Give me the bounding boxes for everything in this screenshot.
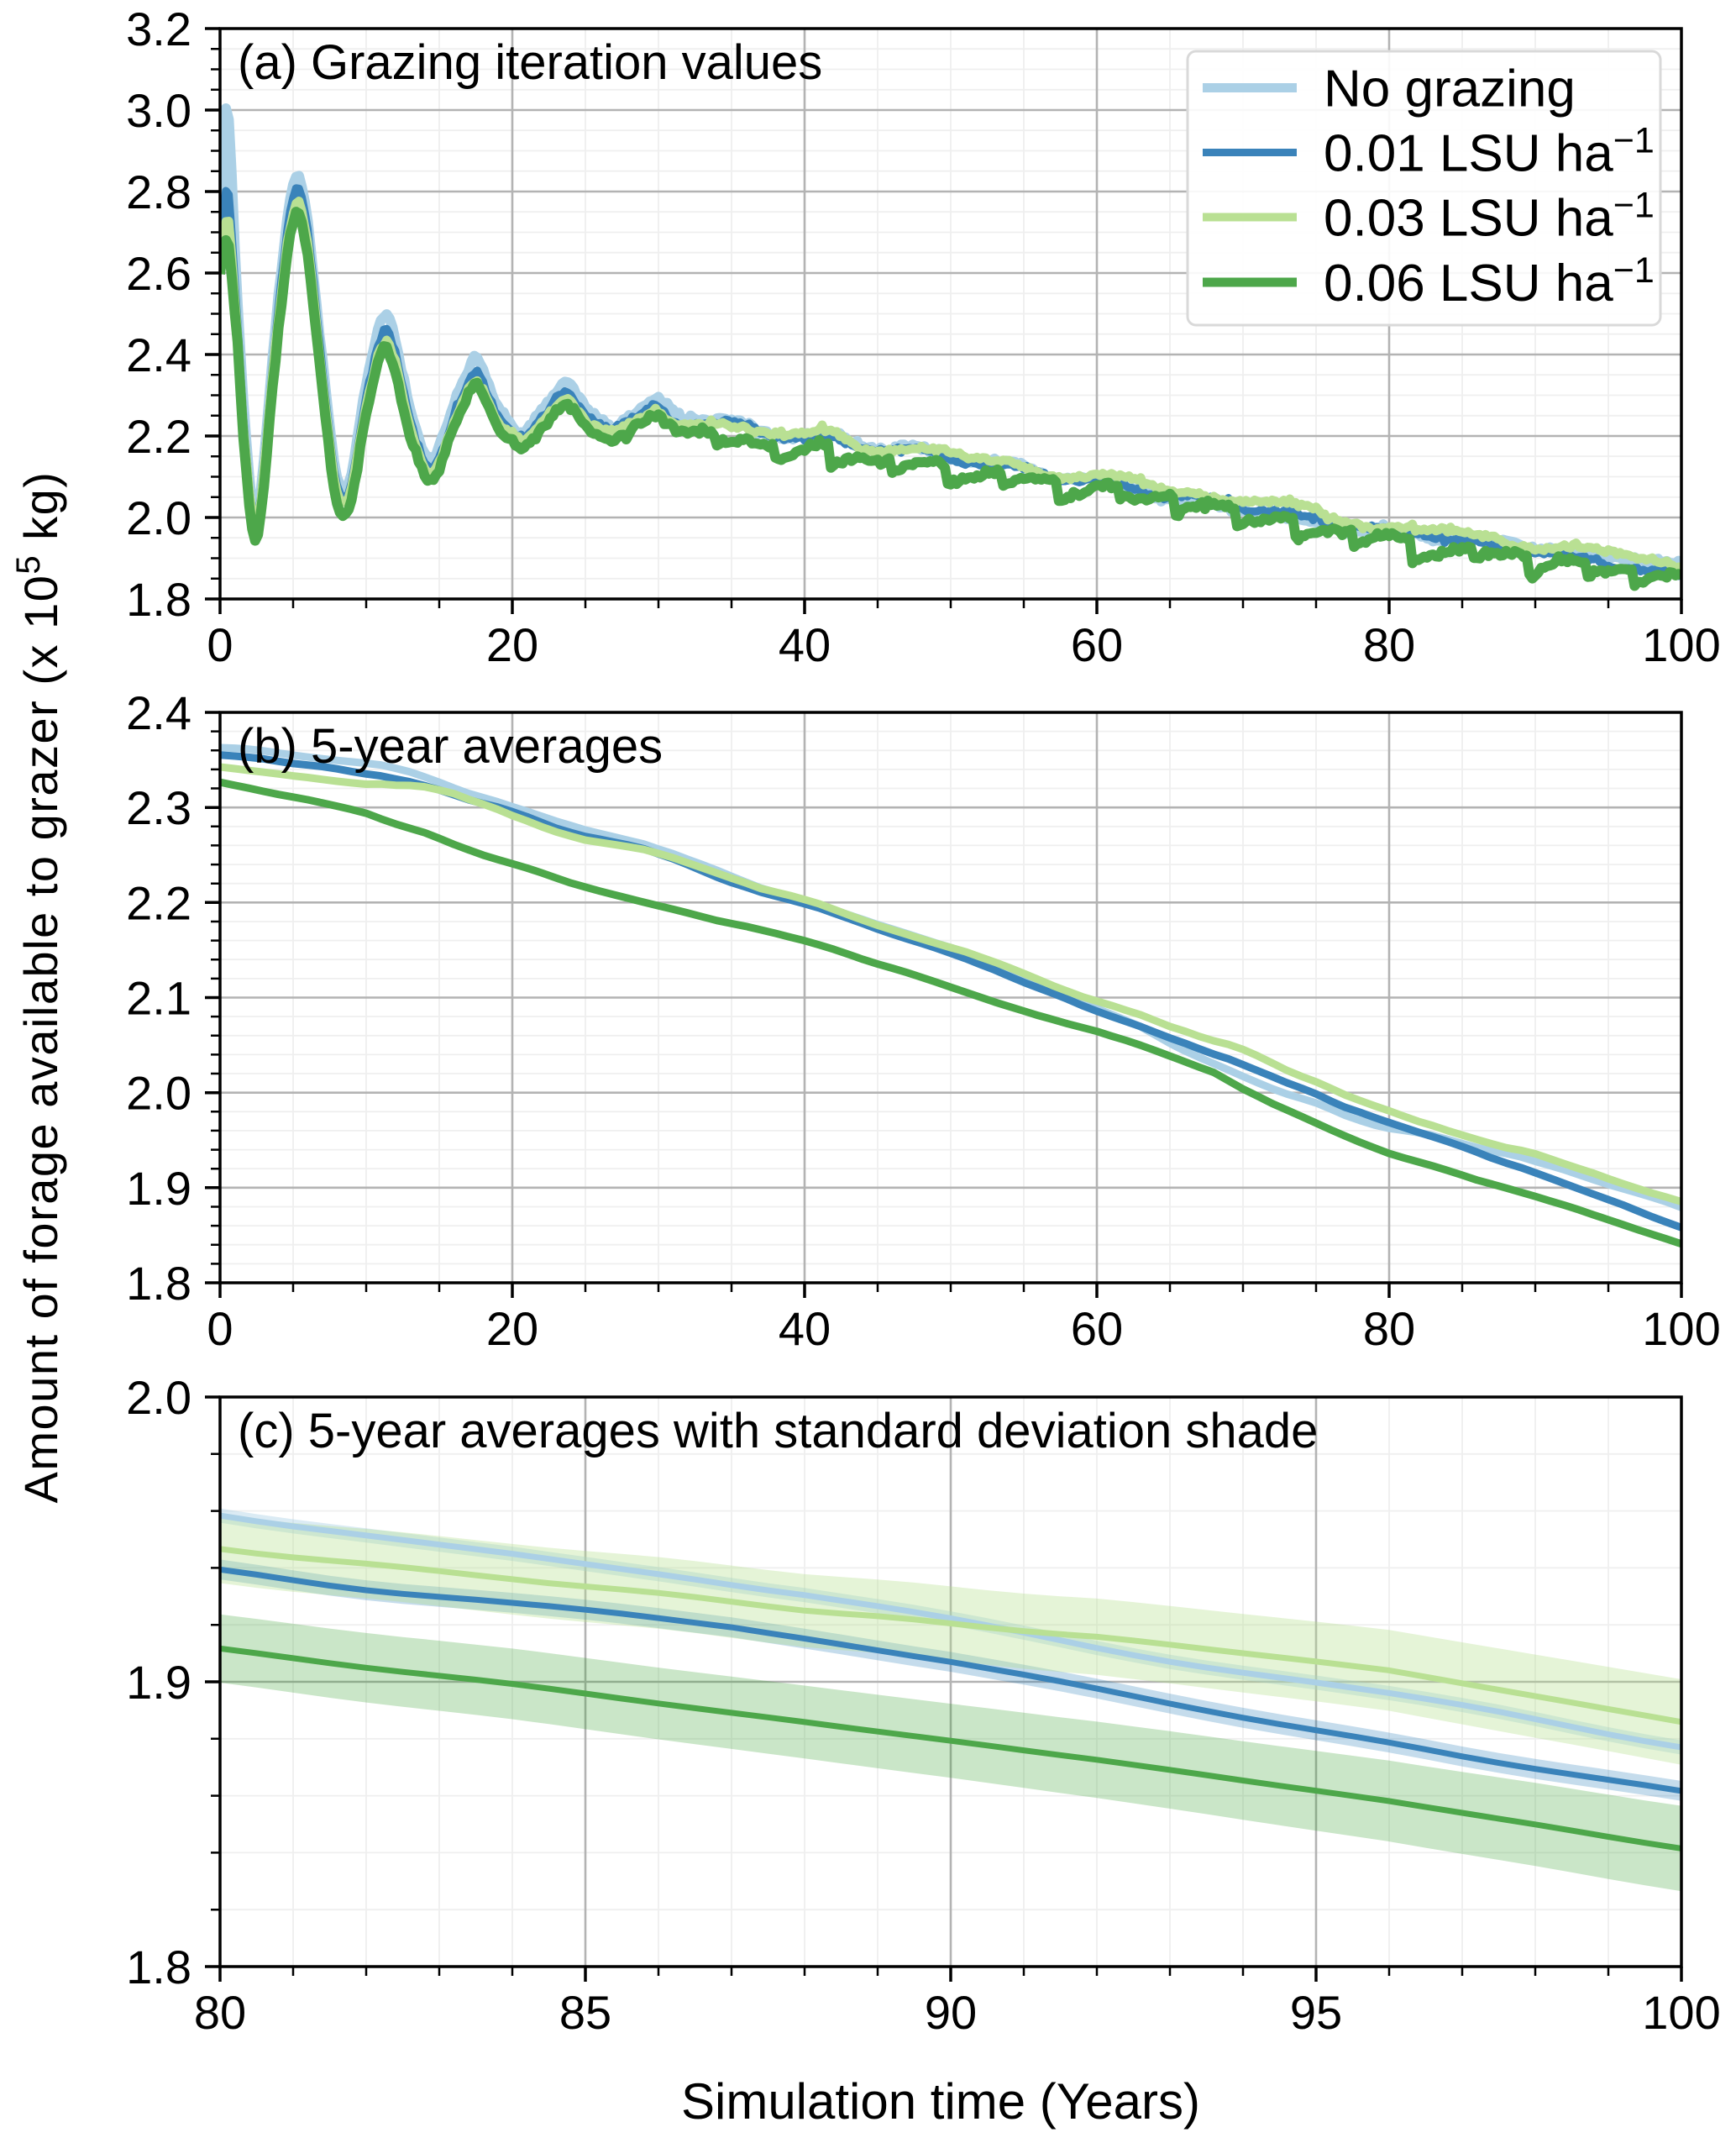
svg-text:2.4: 2.4 [126,328,191,381]
svg-text:60: 60 [1071,1302,1123,1355]
svg-text:0: 0 [207,1302,233,1355]
svg-text:90: 90 [925,1986,977,2039]
svg-text:2.0: 2.0 [126,1371,191,1424]
svg-text:100: 100 [1642,1302,1720,1355]
svg-text:0: 0 [207,618,233,671]
svg-text:85: 85 [559,1986,611,2039]
svg-text:Simulation time (Years): Simulation time (Years) [681,2073,1200,2130]
svg-text:2.4: 2.4 [126,686,191,739]
svg-text:2.0: 2.0 [126,1067,191,1120]
svg-text:Amount of forage available to: Amount of forage available to grazer (x … [10,471,67,1504]
svg-text:1.8: 1.8 [126,1941,191,1993]
svg-text:1.8: 1.8 [126,573,191,626]
svg-text:2.2: 2.2 [126,410,191,463]
svg-text:(a) Grazing iteration values: (a) Grazing iteration values [238,35,822,90]
svg-text:2.1: 2.1 [126,972,191,1025]
svg-text:100: 100 [1642,618,1720,671]
svg-text:1.9: 1.9 [126,1656,191,1709]
svg-text:2.2: 2.2 [126,876,191,929]
svg-text:(c) 5-year averages with stand: (c) 5-year averages with standard deviat… [238,1404,1318,1458]
svg-text:40: 40 [779,1302,831,1355]
svg-text:2.6: 2.6 [126,247,191,300]
svg-text:3.0: 3.0 [126,84,191,137]
svg-text:0.01 LSU ha−1: 0.01 LSU ha−1 [1324,121,1655,183]
svg-text:No grazing: No grazing [1324,60,1576,118]
svg-text:80: 80 [1363,1302,1415,1355]
svg-text:60: 60 [1071,618,1123,671]
svg-text:(b) 5-year averages: (b) 5-year averages [238,719,663,774]
svg-text:20: 20 [486,1302,538,1355]
svg-text:40: 40 [779,618,831,671]
svg-text:1.8: 1.8 [126,1257,191,1310]
svg-text:80: 80 [1363,618,1415,671]
svg-text:3.2: 3.2 [126,3,191,55]
svg-text:100: 100 [1642,1986,1720,2039]
svg-text:2.3: 2.3 [126,781,191,834]
svg-text:0.06 LSU ha−1: 0.06 LSU ha−1 [1324,250,1655,313]
svg-text:1.9: 1.9 [126,1162,191,1215]
svg-text:2.0: 2.0 [126,491,191,544]
svg-text:95: 95 [1290,1986,1342,2039]
svg-text:80: 80 [194,1986,246,2039]
svg-text:2.8: 2.8 [126,165,191,218]
svg-text:20: 20 [486,618,538,671]
svg-text:0.03 LSU ha−1: 0.03 LSU ha−1 [1324,186,1655,248]
